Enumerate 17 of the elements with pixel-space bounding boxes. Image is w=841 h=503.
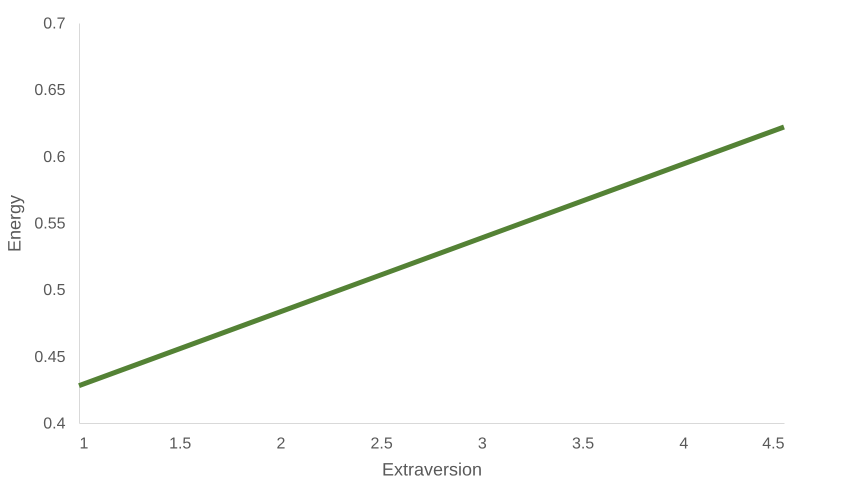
y-axis-title: Energy	[4, 194, 24, 252]
x-axis-title: Extraversion	[382, 460, 482, 480]
x-tick-label: 2.5	[370, 436, 393, 452]
x-tick-label: 1.5	[169, 436, 192, 452]
y-tick-label: 0.5	[43, 282, 66, 300]
y-tick-label: 0.45	[34, 348, 66, 366]
x-tick-label: 3.5	[572, 436, 594, 452]
x-tick-label: 1	[80, 436, 88, 452]
x-tick-label: 2	[276, 436, 286, 452]
y-tick-label: 0.4	[43, 416, 66, 432]
x-tick-label: 4	[679, 436, 688, 452]
y-tick-label: 0.7	[43, 16, 66, 32]
y-tick-label: 0.65	[34, 82, 66, 100]
x-tick-label: 4.5	[762, 436, 785, 452]
x-tick-label: 3	[478, 436, 487, 452]
y-tick-label: 0.6	[43, 148, 66, 166]
y-tick-label: 0.55	[34, 216, 66, 232]
